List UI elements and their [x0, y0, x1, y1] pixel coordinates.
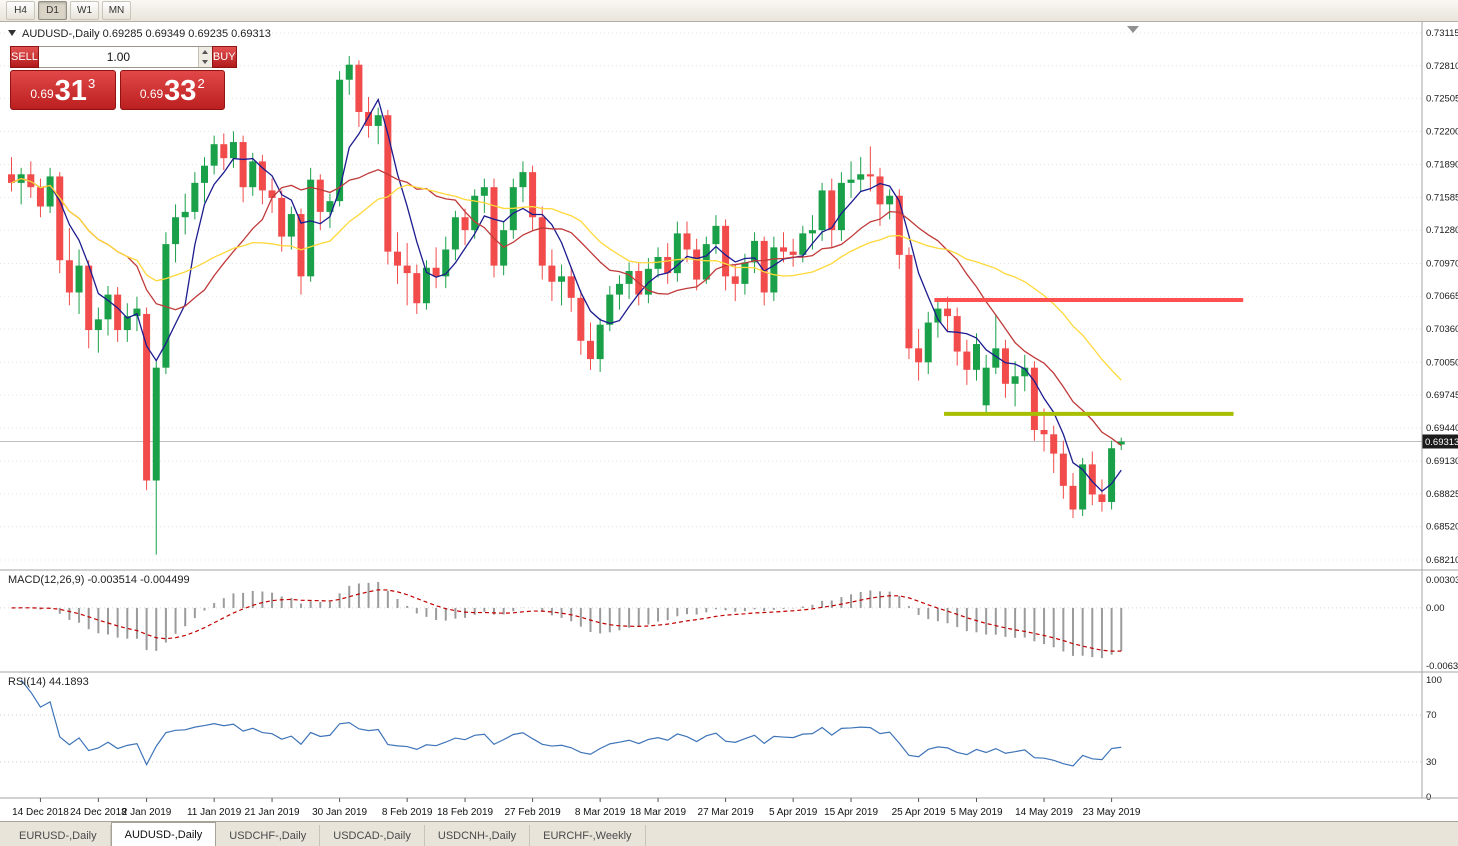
volume-decrease-button[interactable] — [198, 57, 212, 67]
time-axis-label: 25 Apr 2019 — [892, 807, 946, 818]
chart-background — [0, 22, 1458, 821]
price-axis-label: 0.72810 — [1426, 61, 1458, 72]
chart-tab-eurchf-weekly[interactable]: EURCHF-,Weekly — [530, 825, 646, 846]
timeframe-d1-button[interactable]: D1 — [38, 1, 67, 20]
chart-tab-usdcad-daily[interactable]: USDCAD-,Daily — [320, 825, 425, 846]
chart-tab-usdchf-daily[interactable]: USDCHF-,Daily — [216, 825, 321, 846]
buy-price-display[interactable]: 0.69 33 2 — [119, 70, 225, 110]
macd-signal-line — [11, 589, 1122, 652]
candles-layer — [8, 56, 1125, 555]
chart-tab-usdcnh-daily[interactable]: USDCNH-,Daily — [425, 825, 531, 846]
rsi-line — [20, 679, 1122, 767]
price-axis-label: 0.72200 — [1426, 126, 1458, 137]
time-axis-label: 18 Mar 2019 — [630, 807, 687, 818]
volume-increase-button[interactable] — [198, 47, 212, 57]
time-axis-label: 8 Mar 2019 — [575, 807, 626, 818]
price-axis-label: 0.69745 — [1426, 390, 1458, 401]
price-axis-label: 0.70665 — [1426, 291, 1458, 302]
sell-button[interactable]: SELL — [10, 46, 39, 68]
chart-tabs-bar: EURUSD-,Daily AUDUSD-,Daily USDCHF-,Daily U… — [0, 821, 1458, 846]
chart-title: AUDUSD-,Daily 0.69285 0.69349 0.69235 0.… — [22, 28, 271, 40]
price-axis-label: 0.70050 — [1426, 357, 1458, 368]
macd-axis-max: 0.003035 — [1426, 575, 1458, 586]
time-axis-label: 14 May 2019 — [1015, 807, 1073, 818]
time-axis-label: 21 Jan 2019 — [245, 807, 300, 818]
macd-histogram — [20, 581, 1123, 659]
chart-tab-eurusd-daily[interactable]: EURUSD-,Daily — [6, 825, 111, 846]
rsi-axis-label: 30 — [1426, 757, 1437, 768]
sell-price-big-figure: 0.69 — [30, 87, 54, 101]
price-axis-label: 0.68210 — [1426, 555, 1458, 566]
price-axis-label: 0.71585 — [1426, 192, 1458, 203]
buy-price-pips: 33 — [164, 75, 197, 107]
macd-label: MACD(12,26,9) -0.003514 -0.004499 — [8, 574, 190, 586]
current-price-badge — [1422, 434, 1458, 449]
timeframe-mn-button[interactable]: MN — [102, 1, 131, 20]
time-axis-label: 5 Apr 2019 — [769, 807, 818, 818]
time-axis-label: 14 Dec 2018 — [12, 807, 69, 818]
sell-price-display[interactable]: 0.69 31 3 — [10, 70, 116, 110]
sell-price-pips: 31 — [54, 75, 87, 107]
time-axis-label: 2 Jan 2019 — [122, 807, 172, 818]
chart-shift-marker-icon — [1127, 26, 1139, 33]
buy-price-big-figure: 0.69 — [139, 87, 164, 101]
time-axis-label: 11 Jan 2019 — [187, 807, 242, 818]
time-axis-label: 30 Jan 2019 — [312, 807, 367, 818]
volume-spinner — [197, 47, 212, 67]
current-price-badge-text: 0.69313 — [1425, 437, 1458, 448]
price-axis-label: 0.68825 — [1426, 489, 1458, 500]
price-axis-label: 0.73115 — [1426, 28, 1458, 39]
time-axis-label: 23 May 2019 — [1083, 807, 1141, 818]
time-axis-label: 8 Feb 2019 — [382, 807, 433, 818]
time-axis-label: 5 May 2019 — [950, 807, 1003, 818]
price-axis-label: 0.71280 — [1426, 225, 1458, 236]
time-axis-label: 24 Dec 2018 — [70, 807, 127, 818]
price-axis-label: 0.68520 — [1426, 522, 1458, 533]
one-click-toggle-icon[interactable] — [8, 30, 16, 36]
sell-price-fraction: 3 — [87, 76, 96, 91]
buy-price-fraction: 2 — [197, 76, 205, 91]
rsi-axis-label: 100 — [1426, 675, 1442, 686]
time-axis-label: 27 Feb 2019 — [505, 807, 562, 818]
timeframe-toolbar: H4 D1 W1 MN — [0, 0, 1458, 22]
time-axis-label: 27 Mar 2019 — [698, 807, 755, 818]
ma-mid-red-line — [11, 168, 1122, 447]
timeframe-w1-button[interactable]: W1 — [70, 1, 99, 20]
price-axis-label: 0.72505 — [1426, 94, 1458, 105]
price-axis-label: 0.69440 — [1426, 423, 1458, 434]
price-axis-label: 0.70360 — [1426, 324, 1458, 335]
price-axis-label: 0.71890 — [1426, 160, 1458, 171]
price-axis-label: 0.70970 — [1426, 258, 1458, 269]
ma-fast-blue-line — [11, 97, 1122, 493]
buy-button[interactable]: BUY — [211, 46, 237, 68]
timeframe-h4-button[interactable]: H4 — [6, 1, 35, 20]
chart-canvas[interactable]: 0.73115 0.72810 0.72505 0.72200 0.71890 0.715… — [0, 22, 1458, 821]
time-axis-label: 18 Feb 2019 — [437, 807, 494, 818]
ma-slow-yellow-line — [11, 177, 1122, 381]
rsi-axis-label: 70 — [1426, 710, 1437, 721]
one-click-trading-panel: SELL BUY 0.69 31 3 0.69 33 2 — [10, 46, 237, 110]
chart-tab-audusd-daily[interactable]: AUDUSD-,Daily — [110, 822, 217, 846]
volume-field — [38, 46, 212, 68]
time-axis-label: 15 Apr 2019 — [824, 807, 878, 818]
price-grid — [0, 32, 1422, 561]
volume-input[interactable] — [38, 47, 198, 67]
macd-axis-min: -0.006310 — [1426, 661, 1458, 672]
price-axis-label: 0.69130 — [1426, 456, 1458, 467]
macd-axis-zero: 0.00 — [1426, 603, 1445, 614]
price-axis[interactable]: 0.73115 0.72810 0.72505 0.72200 0.71890 0.715… — [1426, 28, 1458, 566]
rsi-label: RSI(14) 44.1893 — [8, 676, 89, 688]
